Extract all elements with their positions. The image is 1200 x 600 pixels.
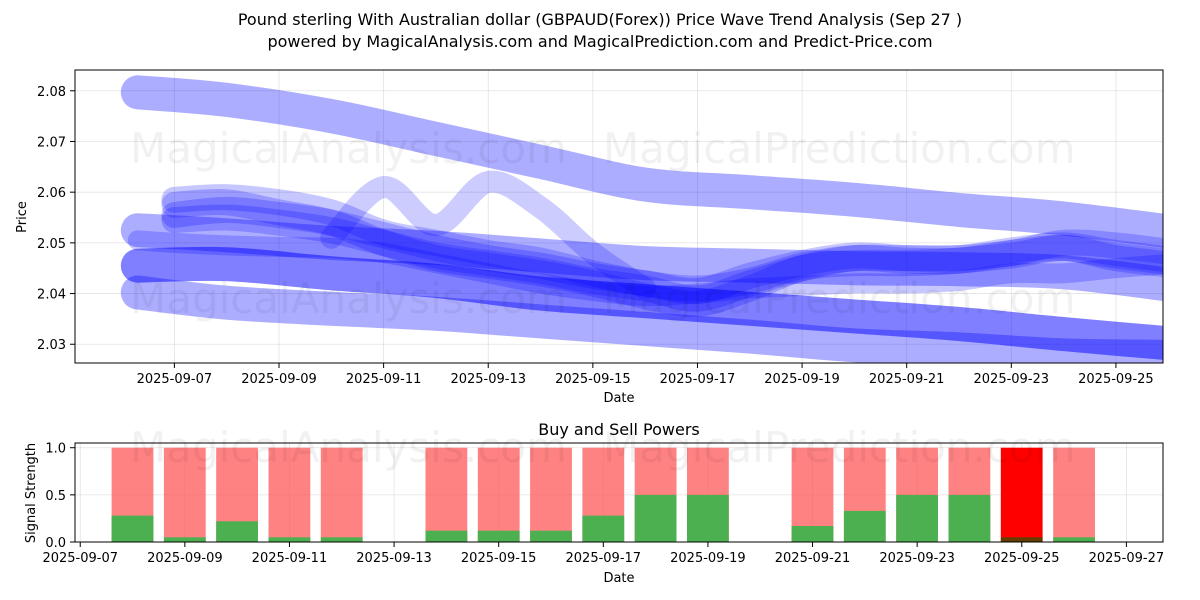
sell-bar-2025-09-15 — [477, 447, 520, 542]
sell-bar-2025-09-11 — [268, 447, 311, 542]
power-x-tick-label: 2025-09-23 — [879, 551, 955, 566]
wave-band-1 — [120, 75, 1163, 248]
wave-band-9 — [320, 170, 657, 300]
buy-sell-chart-title: Buy and Sell Powers — [538, 420, 700, 439]
power-x-tick-label: 2025-09-27 — [1089, 551, 1165, 566]
wave-band-2 — [120, 213, 1163, 302]
buy-bar-2025-09-23 — [896, 494, 938, 542]
buy-bar-2025-09-08 — [111, 515, 154, 542]
price-x-axis: 2025-09-07 2025-09-09 2025-09-11 2025-09-13… — [137, 363, 1154, 387]
buy-bar-2025-09-25 — [1000, 537, 1043, 542]
power-x-tick-label: 2025-09-07 — [42, 551, 118, 566]
chart-title-line-1: Pound sterling With Australian dollar (G… — [238, 10, 962, 29]
price-x-tick-label: 2025-09-15 — [555, 372, 631, 387]
watermark-analysis-mid: MagicalAnalysis.com — [130, 274, 567, 323]
price-y-tick-label: 2.05 — [37, 237, 66, 252]
wave-band-5 — [161, 184, 1163, 302]
watermark-analysis-bottom: MagicalAnalysis.com — [130, 423, 567, 472]
power-x-tick-label: 2025-09-21 — [775, 551, 851, 566]
wave-band-6 — [161, 189, 1163, 317]
wave-band-7 — [161, 196, 1163, 305]
price-y-tick-label: 2.08 — [37, 85, 66, 100]
power-y-tick-label: 0.5 — [45, 489, 66, 504]
sell-bar-2025-09-26 — [1053, 447, 1095, 542]
price-plot-frame — [74, 69, 1164, 364]
wave-band-4 — [120, 246, 1163, 360]
sell-bar-2025-09-09 — [163, 447, 206, 542]
wave-band-8 — [161, 204, 1163, 312]
buy-bar-2025-09-16 — [530, 530, 572, 542]
power-x-tick-label: 2025-09-17 — [566, 551, 642, 566]
power-x-axis: 2025-09-07 2025-09-09 2025-09-11 2025-09-13… — [42, 542, 1164, 566]
buy-sell-power-chart: Buy and Sell Powers MagicalAnalysis.com … — [24, 420, 1164, 586]
price-y-tick-label: 2.06 — [37, 186, 66, 201]
price-x-tick-label: 2025-09-25 — [1078, 372, 1154, 387]
watermark-analysis-top: MagicalAnalysis.com — [130, 124, 567, 173]
buy-bar-2025-09-18 — [634, 494, 677, 542]
power-plot-frame — [74, 442, 1164, 543]
power-y-tick-label: 0.0 — [45, 536, 66, 551]
chart-title-line-2: powered by MagicalAnalysis.com and Magic… — [267, 32, 932, 51]
buy-bar-2025-09-09 — [163, 537, 206, 542]
price-grid — [75, 70, 1163, 363]
wave-band-10 — [127, 230, 1163, 307]
power-x-tick-label: 2025-09-15 — [461, 551, 537, 566]
sell-bar-2025-09-25 — [1000, 447, 1043, 542]
buy-bar-2025-09-17 — [582, 515, 625, 542]
power-y-axis: 0.0 0.5 1.0 — [45, 442, 75, 551]
price-x-tick-label: 2025-09-23 — [974, 372, 1050, 387]
price-x-tick-label: 2025-09-11 — [346, 372, 422, 387]
watermark-prediction-bottom: MagicalPrediction.com — [603, 423, 1076, 472]
price-x-tick-label: 2025-09-17 — [660, 372, 736, 387]
price-wave-chart: MagicalAnalysis.com MagicalPrediction.co… — [15, 69, 1164, 406]
buy-bar-2025-09-11 — [268, 537, 311, 542]
price-x-tick-label: 2025-09-07 — [137, 372, 213, 387]
buy-bar-2025-09-12 — [320, 537, 363, 542]
price-watermarks: MagicalAnalysis.com MagicalPrediction.co… — [130, 124, 1076, 323]
power-watermarks: MagicalAnalysis.com MagicalPrediction.co… — [130, 423, 1076, 472]
power-x-tick-label: 2025-09-09 — [147, 551, 223, 566]
price-y-tick-label: 2.04 — [37, 288, 66, 303]
price-y-tick-label: 2.03 — [37, 338, 66, 353]
buy-bar-2025-09-24 — [948, 494, 991, 542]
watermark-prediction-mid: MagicalPrediction.com — [603, 274, 1076, 323]
buy-bar-2025-09-10 — [216, 521, 258, 542]
price-x-tick-label: 2025-09-13 — [450, 372, 526, 387]
watermark-prediction-top: MagicalPrediction.com — [603, 124, 1076, 173]
sell-bar-2025-09-12 — [320, 447, 363, 542]
sell-bar-2025-09-16 — [530, 447, 572, 542]
sell-bar-2025-09-14 — [425, 447, 468, 542]
power-x-tick-label: 2025-09-25 — [984, 551, 1060, 566]
price-x-tick-label: 2025-09-09 — [241, 372, 317, 387]
power-x-tick-label: 2025-09-11 — [252, 551, 328, 566]
power-bars — [111, 447, 1095, 542]
power-y-axis-label: Signal Strength — [24, 443, 39, 543]
price-y-axis: 2.03 2.04 2.05 2.06 2.07 2.08 — [37, 85, 75, 353]
power-x-tick-label: 2025-09-19 — [670, 551, 746, 566]
price-y-tick-label: 2.07 — [37, 135, 66, 150]
price-x-tick-label: 2025-09-19 — [764, 372, 840, 387]
buy-bar-2025-09-15 — [477, 530, 520, 542]
power-x-tick-label: 2025-09-13 — [356, 551, 432, 566]
buy-bar-2025-09-22 — [843, 510, 886, 542]
buy-bar-2025-09-14 — [425, 530, 468, 542]
power-x-axis-label: Date — [603, 571, 634, 586]
buy-bar-2025-09-21 — [791, 526, 834, 542]
price-x-axis-label: Date — [603, 391, 634, 406]
buy-bar-2025-09-26 — [1053, 537, 1095, 542]
power-y-tick-label: 1.0 — [45, 442, 66, 457]
price-x-tick-label: 2025-09-21 — [869, 372, 945, 387]
price-y-axis-label: Price — [15, 201, 30, 233]
wave-band-3 — [120, 275, 1163, 363]
price-wave-bands — [120, 75, 1163, 363]
buy-bar-2025-09-19 — [687, 494, 729, 542]
